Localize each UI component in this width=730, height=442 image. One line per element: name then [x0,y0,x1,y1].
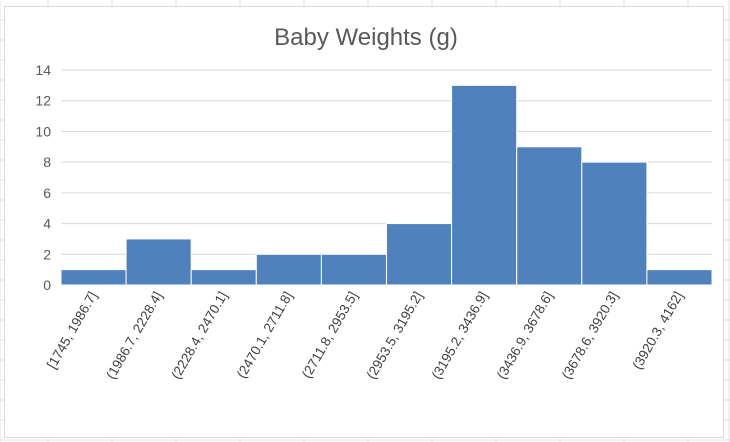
histogram-chart: Baby Weights (g) 0 2 4 6 8 10 12 14 [1745, 1986… [35,24,713,382]
y-tick-label: 2 [43,246,51,262]
x-category-label: (2711.8, 2953.5] [299,289,361,381]
y-tick-label: 8 [43,154,51,170]
bar [386,223,453,286]
x-category-label: (1986.7, 2228.4] [103,289,165,382]
x-category-label: [1745, 1986.7] [44,289,100,371]
x-category-label: (2953.5, 3195.2] [363,289,425,382]
bar [190,269,257,286]
y-tick-label: 14 [35,62,51,78]
x-category-label: (3920.3, 4162] [630,289,687,372]
bar [581,161,648,286]
bar [125,238,192,286]
y-tick-label: 4 [43,216,51,232]
x-category-label: (2470.1, 2711.8] [234,289,296,381]
x-category-label: (3195.2, 3436.9] [429,289,491,382]
bar [516,146,583,286]
x-axis-labels: [1745, 1986.7] (1986.7, 2228.4] (2228.4, 2… [44,289,686,382]
bar [646,269,713,286]
bar [255,253,322,286]
x-category-label: (3678.6, 3920.3] [559,289,621,382]
chart-title: Baby Weights (g) [274,24,458,51]
bar [60,269,127,286]
x-category-label: (2228.4, 2470.1] [168,289,230,382]
y-tick-label: 0 [43,277,51,293]
bars [60,84,713,286]
y-axis-ticks: 0 2 4 6 8 10 12 14 [35,62,51,293]
y-tick-label: 10 [35,123,51,139]
bar [320,253,387,286]
y-tick-label: 12 [35,93,51,109]
x-category-label: (3436.9, 3678.6] [494,289,556,382]
bar [451,84,518,286]
chart-area[interactable]: Baby Weights (g) 0 2 4 6 8 10 12 14 [1745, 1986… [4,6,724,438]
y-tick-label: 6 [43,185,51,201]
